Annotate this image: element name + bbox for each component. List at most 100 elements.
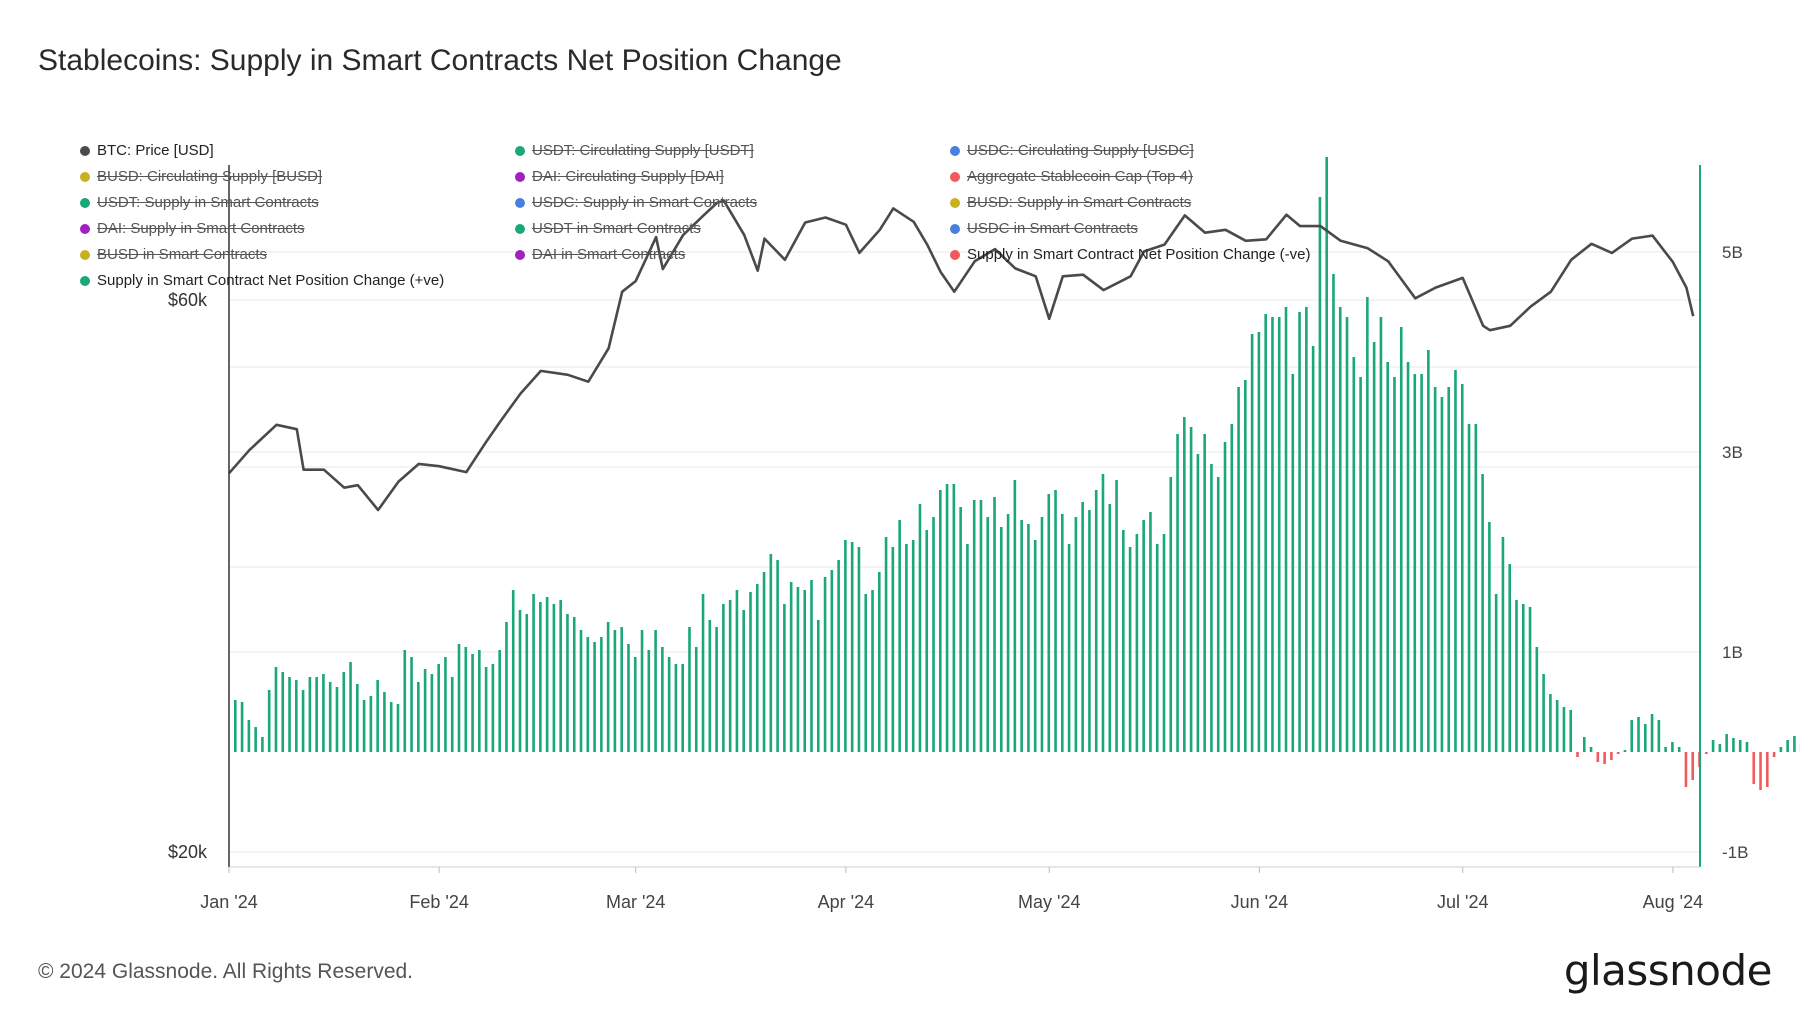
- left-tick-label: $20k: [168, 842, 208, 862]
- legend-item[interactable]: DAI in Smart Contracts: [515, 244, 950, 266]
- bar: [1738, 740, 1742, 752]
- bar: [593, 642, 596, 752]
- bar: [295, 680, 298, 752]
- bar: [1203, 434, 1206, 752]
- legend-label: BUSD: Supply in Smart Contracts: [967, 194, 1192, 211]
- bar: [600, 637, 603, 752]
- bar: [1033, 540, 1037, 752]
- bar: [945, 484, 949, 752]
- bar: [1569, 710, 1573, 752]
- bar: [1237, 387, 1240, 752]
- legend-item[interactable]: DAI: Circulating Supply [DAI]: [515, 166, 950, 188]
- bar: [1345, 317, 1349, 752]
- legend-label: USDC: Circulating Supply [USDC]: [967, 142, 1194, 159]
- legend-label: DAI: Supply in Smart Contracts: [97, 220, 305, 237]
- bar: [1223, 442, 1227, 752]
- legend-dot-icon: [950, 224, 960, 234]
- bar: [1094, 490, 1098, 752]
- legend: BTC: Price [USD] USDT: Circulating Supply…: [80, 140, 1400, 292]
- bar: [362, 700, 366, 752]
- bar: [471, 654, 474, 752]
- bar: [444, 657, 447, 752]
- bar: [1596, 752, 1600, 762]
- bar: [1162, 534, 1166, 752]
- bar: [1515, 600, 1518, 752]
- bar: [1244, 380, 1247, 752]
- bar: [1352, 357, 1356, 752]
- bar: [1603, 752, 1606, 764]
- bar: [667, 657, 671, 752]
- legend-item[interactable]: DAI: Supply in Smart Contracts: [80, 218, 515, 240]
- bar: [1047, 494, 1051, 752]
- bar: [1291, 374, 1295, 752]
- bar: [783, 604, 786, 752]
- bar: [437, 664, 440, 752]
- bar: [925, 530, 929, 752]
- bar: [722, 604, 725, 752]
- bar: [1027, 524, 1030, 752]
- legend-item[interactable]: Supply in Smart Contract Net Position Ch…: [950, 244, 1400, 266]
- bar: [640, 630, 644, 752]
- bar: [457, 644, 461, 752]
- bar: [1305, 307, 1308, 752]
- bar: [376, 680, 379, 752]
- bar: [1054, 490, 1057, 752]
- bar: [1650, 714, 1654, 752]
- bar: [654, 630, 657, 752]
- legend-label: USDT: Supply in Smart Contracts: [97, 194, 319, 211]
- bar: [1786, 740, 1789, 752]
- legend-item[interactable]: USDT: Circulating Supply [USDT]: [515, 140, 950, 162]
- bar: [450, 677, 454, 752]
- bar: [1325, 157, 1328, 752]
- x-tick-label: Apr '24: [818, 892, 874, 912]
- bar: [247, 720, 251, 752]
- bar: [1454, 370, 1457, 752]
- bar: [1508, 564, 1512, 752]
- bar: [688, 627, 691, 752]
- bar: [966, 544, 969, 752]
- bar: [857, 547, 861, 752]
- bar: [905, 544, 908, 752]
- legend-item[interactable]: Supply in Smart Contract Net Position Ch…: [80, 270, 515, 292]
- legend-item[interactable]: BUSD: Supply in Smart Contracts: [950, 192, 1400, 214]
- bar: [1210, 464, 1213, 752]
- bar: [1657, 720, 1661, 752]
- legend-item[interactable]: USDC: Supply in Smart Contracts: [515, 192, 950, 214]
- bar: [1643, 724, 1647, 752]
- legend-item[interactable]: BUSD: Circulating Supply [BUSD]: [80, 166, 515, 188]
- legend-dot-icon: [950, 146, 960, 156]
- legend-item[interactable]: USDT in Smart Contracts: [515, 218, 950, 240]
- legend-item[interactable]: BUSD in Smart Contracts: [80, 244, 515, 266]
- bar: [1230, 424, 1234, 752]
- bar: [1528, 607, 1532, 752]
- bar: [993, 497, 996, 752]
- bar: [539, 602, 542, 752]
- bar: [952, 484, 956, 752]
- bar: [1745, 742, 1749, 752]
- x-tick-label: Jul '24: [1437, 892, 1488, 912]
- bar: [1338, 307, 1342, 752]
- legend-item[interactable]: Aggregate Stablecoin Cap (Top 4): [950, 166, 1400, 188]
- bar: [1589, 747, 1593, 752]
- bar: [735, 590, 739, 752]
- legend-item[interactable]: BTC: Price [USD]: [80, 140, 515, 162]
- bar: [1677, 747, 1681, 752]
- legend-item[interactable]: USDT: Supply in Smart Contracts: [80, 192, 515, 214]
- legend-item[interactable]: USDC in Smart Contracts: [950, 218, 1400, 240]
- legend-item[interactable]: USDC: Circulating Supply [USDC]: [950, 140, 1400, 162]
- bar: [1684, 752, 1688, 787]
- bar: [301, 690, 305, 752]
- bar: [796, 587, 800, 752]
- bar: [1725, 734, 1728, 752]
- bar: [1474, 424, 1478, 752]
- bar: [1630, 720, 1634, 752]
- bar: [1501, 537, 1505, 752]
- bar: [322, 674, 325, 752]
- legend-label: USDC in Smart Contracts: [967, 220, 1138, 237]
- grid-lines: [229, 251, 1700, 853]
- legend-dot-icon: [515, 198, 525, 208]
- bar: [979, 500, 983, 752]
- bar: [559, 600, 562, 752]
- legend-dot-icon: [950, 198, 960, 208]
- left-tick-label: $60k: [168, 290, 208, 310]
